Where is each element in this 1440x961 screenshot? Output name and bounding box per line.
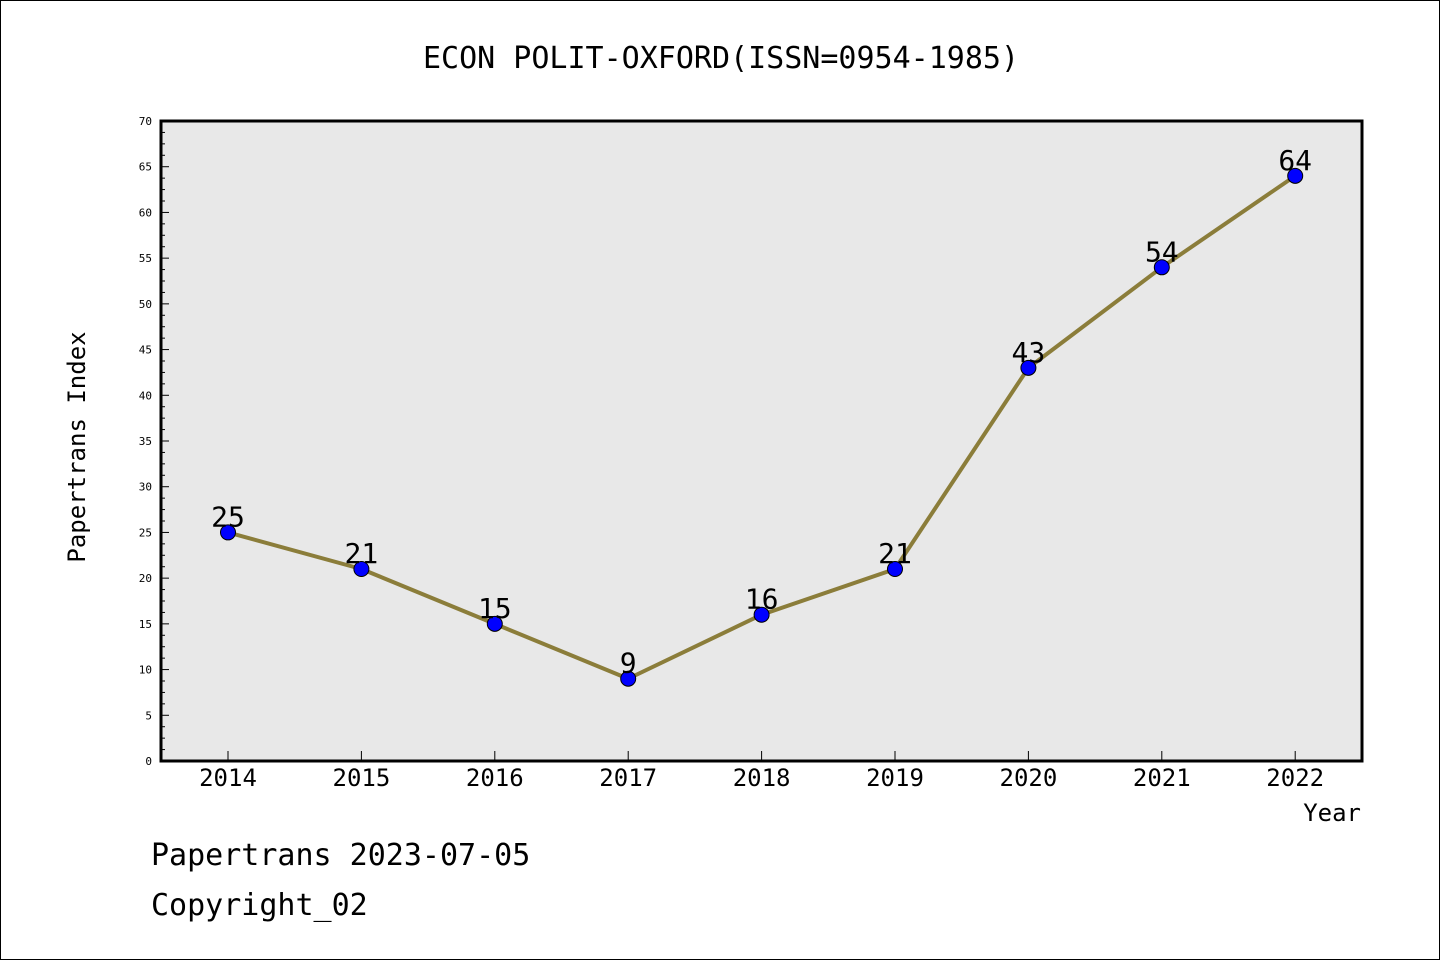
y-tick-label: 5 <box>145 709 152 722</box>
data-point <box>1153 259 1170 276</box>
data-point <box>887 561 903 577</box>
x-tick-label: 2014 <box>199 764 257 792</box>
y-axis: 0 5 10 15 20 25 30 35 40 45 50 55 60 65 70 <box>139 115 169 768</box>
data-point <box>620 670 637 687</box>
y-tick-label: 70 <box>139 115 152 128</box>
y-axis-title: Papertrans Index <box>63 331 91 562</box>
x-tick-label: 2022 <box>1266 764 1324 792</box>
x-axis-title: Year <box>1303 799 1361 827</box>
data-point <box>1020 359 1037 376</box>
y-tick-label: 60 <box>139 206 152 219</box>
y-tick-label: 0 <box>145 755 152 768</box>
y-tick-label: 45 <box>139 344 152 357</box>
y-tick-label: 65 <box>139 161 152 174</box>
plot-border <box>159 119 1364 763</box>
x-tick-label: 2017 <box>599 764 657 792</box>
data-label: 15 <box>478 592 512 625</box>
data-label: 54 <box>1145 235 1179 268</box>
x-tick-label: 2019 <box>866 764 924 792</box>
y-tick-label: 30 <box>139 481 152 494</box>
x-tick-label: 2015 <box>333 764 391 792</box>
y-tick-label: 50 <box>139 298 152 311</box>
data-label: 21 <box>345 537 379 570</box>
y-tick-label: 40 <box>139 389 152 402</box>
y-tick-label: 15 <box>139 618 152 631</box>
chart-title: ECON POLIT-OXFORD(ISSN=0954-1985) <box>423 41 1019 76</box>
x-tick-label: 2021 <box>1133 764 1191 792</box>
data-point <box>353 561 370 577</box>
data-label: 25 <box>211 500 245 533</box>
x-tick-label: 2020 <box>1000 764 1058 792</box>
y-tick-label: 20 <box>139 572 152 585</box>
x-axis: 2014 2015 2016 2017 2018 2019 2020 2021 2022 <box>199 751 1324 792</box>
data-label: 9 <box>620 647 637 680</box>
plot-area <box>161 121 1362 761</box>
y-tick-label: 10 <box>139 664 152 677</box>
data-point <box>486 615 503 632</box>
data-label: 64 <box>1278 144 1312 177</box>
data-labels: 25 21 15 9 16 21 43 54 64 <box>211 144 1312 680</box>
footer-date-line: Papertrans 2023-07-05 <box>151 838 530 873</box>
footer-copyright-line: Copyright_02 <box>151 888 368 923</box>
data-point <box>1287 167 1304 184</box>
data-label: 21 <box>878 537 912 570</box>
data-point <box>753 606 770 623</box>
data-label: 43 <box>1012 336 1046 369</box>
x-tick-label: 2016 <box>466 764 524 792</box>
y-tick-label: 55 <box>139 252 152 265</box>
x-tick-label: 2018 <box>733 764 791 792</box>
data-points <box>220 167 1304 687</box>
data-label: 16 <box>745 583 779 616</box>
y-tick-label: 25 <box>139 526 152 539</box>
data-point <box>220 524 236 541</box>
y-tick-label: 35 <box>139 435 152 448</box>
